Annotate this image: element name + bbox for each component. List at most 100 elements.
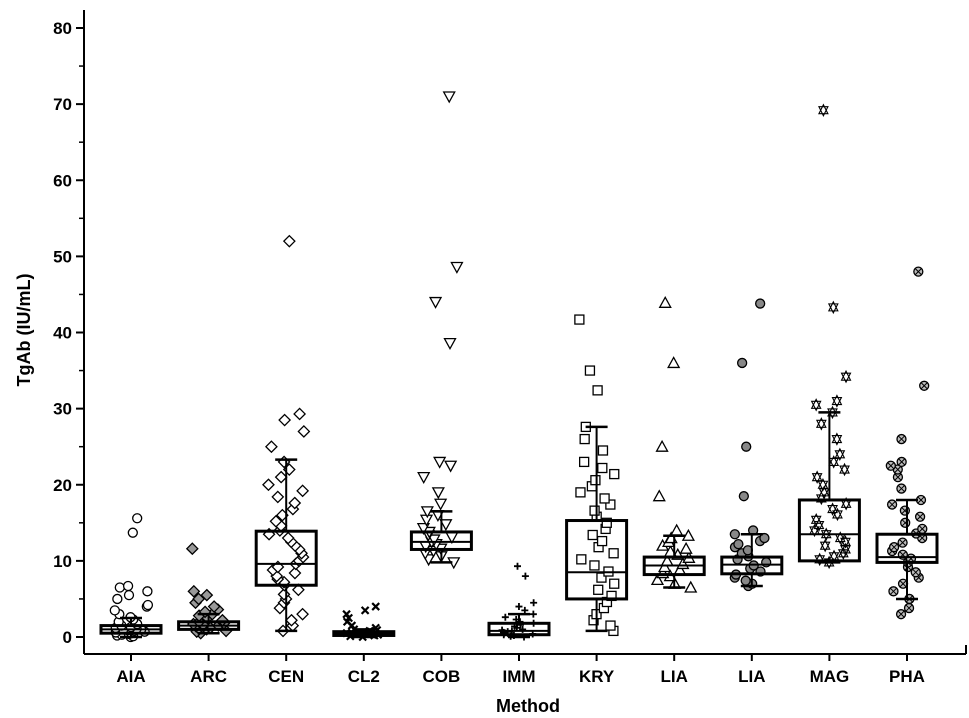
- data-point: [269, 514, 283, 528]
- data-point: [815, 417, 827, 431]
- y-tick-label: 80: [53, 19, 72, 38]
- data-point-shape: [192, 592, 206, 606]
- data-point: [501, 613, 509, 621]
- data-point: [278, 413, 292, 427]
- y-tick-label: 30: [53, 400, 72, 419]
- data-point: [297, 425, 311, 438]
- data-point-shape: [912, 568, 920, 576]
- x-tick-label: CL2: [348, 667, 380, 686]
- data-point: [605, 620, 616, 631]
- y-tick-label: 40: [53, 324, 72, 343]
- data-point: [579, 433, 590, 445]
- data-point: [274, 470, 288, 484]
- data-point: [729, 529, 740, 540]
- data-point: [596, 535, 608, 547]
- data-point: [281, 531, 295, 545]
- data-point: [200, 588, 214, 602]
- data-point: [818, 103, 829, 117]
- x-tick-label: LIA: [738, 667, 765, 686]
- plot-area: [99, 91, 939, 643]
- data-point: [142, 586, 153, 597]
- data-point: [262, 478, 275, 492]
- data-point: [839, 462, 850, 477]
- data-point: [755, 298, 766, 309]
- data-point: [670, 523, 684, 536]
- data-point: [264, 440, 278, 454]
- data-point: [910, 567, 921, 578]
- box-group-5: [409, 91, 473, 570]
- x-tick-label: IMM: [502, 667, 535, 686]
- data-point: [592, 385, 603, 396]
- data-point: [919, 380, 930, 391]
- data-point: [434, 498, 448, 511]
- y-tick-label: 50: [53, 247, 72, 266]
- box-group-10: [797, 103, 861, 570]
- data-point-shape: [898, 458, 906, 466]
- data-point-shape: [905, 604, 913, 612]
- data-point-shape: [914, 268, 922, 275]
- box-group-3: [254, 234, 318, 638]
- data-point-shape: [894, 473, 902, 481]
- box-group-2: [177, 542, 241, 640]
- data-point: [288, 496, 302, 510]
- data-point: [296, 607, 310, 621]
- data-point: [431, 487, 445, 500]
- data-point: [192, 592, 206, 606]
- data-point: [886, 499, 898, 510]
- data-point: [185, 542, 199, 556]
- data-point: [896, 456, 907, 468]
- data-point: [834, 447, 846, 462]
- data-point: [416, 522, 431, 535]
- data-point: [900, 517, 911, 528]
- data-point-shape: [890, 587, 897, 595]
- box: [875, 532, 939, 564]
- data-point-shape: [207, 600, 221, 613]
- box-group-1: [99, 513, 163, 643]
- data-point: [608, 548, 619, 559]
- data-point: [828, 455, 840, 469]
- x-tick-label: COB: [423, 667, 461, 686]
- data-point: [207, 600, 221, 613]
- data-point: [913, 266, 924, 277]
- data-point: [609, 578, 620, 589]
- box-group-6: [487, 562, 551, 641]
- data-point: [285, 613, 298, 627]
- x-tick-label: KRY: [579, 667, 615, 686]
- data-point-shape: [898, 435, 905, 443]
- data-point: [885, 460, 896, 471]
- x-axis-title: Method: [496, 696, 560, 716]
- data-point: [578, 456, 590, 468]
- data-point: [282, 234, 296, 248]
- y-tick-label: 20: [53, 476, 72, 495]
- data-point-shape: [899, 539, 906, 546]
- data-point: [574, 314, 585, 325]
- data-point: [589, 505, 600, 516]
- data-point-shape: [894, 466, 902, 473]
- data-point: [433, 456, 447, 469]
- data-point: [811, 470, 823, 484]
- data-point: [895, 609, 907, 620]
- data-point: [679, 541, 693, 554]
- data-point: [590, 475, 601, 486]
- data-point: [817, 478, 829, 492]
- data-point: [897, 537, 908, 548]
- data-point: [736, 357, 748, 369]
- data-point: [521, 606, 529, 614]
- data-point: [584, 365, 596, 376]
- data-point: [810, 398, 822, 412]
- data-point: [529, 610, 537, 618]
- data-point: [667, 356, 681, 369]
- data-point: [899, 505, 911, 516]
- box: [565, 519, 629, 601]
- data-point: [515, 603, 523, 611]
- data-point: [142, 599, 154, 611]
- box: [487, 621, 551, 637]
- box: [797, 498, 861, 563]
- data-point: [296, 484, 310, 498]
- data-point: [888, 542, 900, 553]
- box-group-9: [720, 298, 784, 592]
- data-point: [444, 460, 458, 473]
- box: [254, 529, 318, 587]
- data-point: [831, 432, 843, 446]
- data-point: [810, 513, 822, 527]
